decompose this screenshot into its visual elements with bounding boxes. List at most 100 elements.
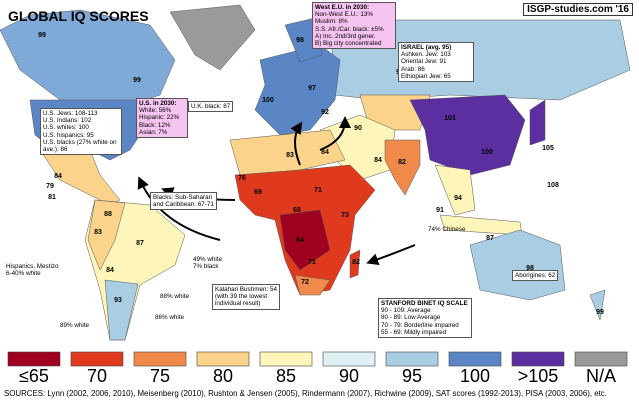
sources: SOURCES: Lynn (2002, 2006, 2010), Meisen… bbox=[4, 389, 607, 398]
map-label: 64 bbox=[296, 237, 304, 244]
note-line: 74% Chinese bbox=[428, 226, 466, 233]
note-line: 49% white bbox=[193, 256, 223, 263]
note: 88% white bbox=[160, 293, 189, 300]
note: U.S. Jews: 108-113 U.S. Indians: 102 U.S. … bbox=[40, 108, 122, 156]
legend-label: N/A bbox=[586, 366, 616, 386]
map-label: 98 bbox=[526, 265, 534, 272]
note-line: 90 - 109: Average bbox=[381, 307, 431, 315]
legend-swatch bbox=[574, 351, 628, 367]
madagascar bbox=[349, 249, 361, 279]
note: 49% white 7% black bbox=[193, 256, 222, 270]
legend-swatch bbox=[133, 351, 187, 367]
central-africa bbox=[279, 209, 331, 271]
note: Blacks: Sub-Saharan and Caribbean: 67-71 bbox=[150, 192, 217, 211]
andes bbox=[87, 199, 126, 271]
map-label: 88 bbox=[104, 211, 112, 218]
canada bbox=[0, 9, 176, 106]
map-label: 68 bbox=[293, 207, 301, 214]
map-label: 108 bbox=[547, 182, 559, 189]
map-label: 90 bbox=[354, 125, 362, 132]
china bbox=[409, 94, 526, 176]
note-line: White: 56% bbox=[139, 107, 172, 115]
greenland bbox=[169, 4, 256, 71]
legend-label: 75 bbox=[150, 366, 170, 386]
map-label: 83 bbox=[286, 152, 294, 159]
europe bbox=[254, 44, 341, 136]
note: Kalahari Bushmen: 54 (with 39 the lowest i… bbox=[212, 284, 280, 310]
note-line: Hispanic: 22% bbox=[139, 114, 180, 122]
note-line: Asian: 7% bbox=[139, 128, 168, 136]
note-line: 86% white bbox=[155, 314, 185, 321]
legend-swatch bbox=[7, 351, 61, 367]
note-line: 7% black bbox=[193, 263, 219, 271]
note-line: individual result) bbox=[215, 300, 261, 308]
note: ISRAEL (avg. 95) Ashken. Jew: 103 Oriental… bbox=[398, 42, 474, 83]
note-line: Muslim: 8% bbox=[315, 18, 348, 26]
legend-label: >105 bbox=[518, 366, 559, 386]
note-line: Oriental Jew: 91 bbox=[401, 58, 447, 66]
map-label: 84 bbox=[374, 157, 382, 164]
map-label: 71 bbox=[314, 187, 322, 194]
legend-swatch bbox=[385, 351, 439, 367]
note-line: U.K. black: 87 bbox=[191, 103, 231, 110]
note-line: Blacks: Sub-Saharan bbox=[153, 194, 213, 201]
map-label: 100 bbox=[262, 97, 274, 104]
map-label: 83 bbox=[94, 229, 102, 236]
note-line: ISRAEL (avg. 95) bbox=[401, 44, 452, 51]
map-label: 84 bbox=[106, 267, 114, 274]
legend-swatch bbox=[196, 351, 250, 367]
map-label: 92 bbox=[321, 109, 329, 116]
note-line: U.S. in 2030: bbox=[139, 100, 177, 107]
map-label: 76 bbox=[238, 175, 246, 182]
note-line: and Caribbean: 67-71 bbox=[153, 201, 214, 209]
map-label: 69 bbox=[254, 189, 262, 196]
note: 74% Chinese bbox=[428, 226, 465, 233]
note-line: U.S. whites: 100 bbox=[43, 124, 89, 132]
note-line: Non-West E.U.: 13% bbox=[315, 11, 373, 19]
legend-label: 100 bbox=[460, 366, 490, 386]
note: STANFORD BINET IQ SCALE 90 - 109: Average… bbox=[378, 298, 472, 339]
map-label: 99 bbox=[133, 77, 141, 84]
note-line: Ethiopian Jew: 65 bbox=[401, 72, 451, 80]
argentina bbox=[104, 279, 139, 341]
map-label: 105 bbox=[542, 145, 554, 152]
map-label: 91 bbox=[436, 207, 444, 214]
note-line: Arab: 86 bbox=[401, 65, 425, 73]
note-line: Black: 12% bbox=[139, 121, 171, 129]
southeast-asia bbox=[434, 164, 476, 216]
india bbox=[384, 139, 421, 196]
note: U.S. in 2030: White: 56% Hispanic: 22% Blac… bbox=[136, 98, 188, 139]
migration-arrows bbox=[137, 116, 416, 266]
note-line: A) Inc. 2nd/3rd gener. bbox=[315, 32, 376, 40]
note-line: Kalahari Bushmen: 54 bbox=[215, 286, 277, 293]
arrow bbox=[319, 116, 351, 151]
note-line: 55 - 69: Mildly impaired bbox=[381, 328, 447, 336]
legend-label: ≤65 bbox=[19, 366, 49, 386]
title: GLOBAL IQ SCORES bbox=[8, 8, 149, 24]
south-africa bbox=[294, 274, 331, 296]
note-line: U.S. Jews: 108-113 bbox=[43, 110, 98, 117]
note: West E.U. in 2030: Non-West E.U.: 13% Musl… bbox=[312, 2, 396, 50]
note-line: STANFORD BINET IQ SCALE bbox=[381, 300, 468, 307]
map-label: 93 bbox=[114, 297, 122, 304]
note-line: U.S. Indians: 102 bbox=[43, 117, 92, 125]
legend-swatch bbox=[448, 351, 502, 367]
note-line: S.S. Afr./Car. black: ±5% bbox=[315, 25, 384, 33]
map-label: 82 bbox=[352, 259, 360, 266]
north-africa bbox=[229, 129, 346, 176]
note-line: (with 39 the lowest bbox=[215, 293, 268, 301]
map-label: 100 bbox=[481, 149, 493, 156]
note-line: U.S. blacks (27% white on ave.): 86 bbox=[43, 138, 117, 154]
map-label: 81 bbox=[48, 194, 56, 201]
note-line: 70 - 79: Borderline impaired bbox=[381, 321, 459, 329]
japan bbox=[529, 99, 546, 146]
legend-swatch bbox=[70, 351, 124, 367]
map-label: 72 bbox=[301, 279, 309, 286]
map-label: 99 bbox=[596, 309, 604, 316]
legend-label: 80 bbox=[213, 366, 233, 386]
map-label: 73 bbox=[341, 212, 349, 219]
site: ISGP-studies.com '16 bbox=[523, 3, 633, 16]
map-label: 87 bbox=[136, 240, 144, 247]
legend-swatch bbox=[322, 351, 376, 367]
